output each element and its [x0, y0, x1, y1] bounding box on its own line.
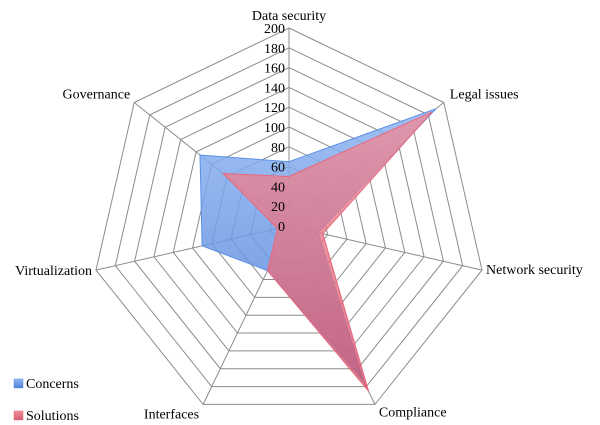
tick-label: 180: [264, 42, 285, 57]
category-label: Governance: [63, 88, 131, 103]
tick-label: 80: [271, 141, 285, 156]
category-label: Network security: [486, 263, 583, 278]
grid-ring: [153, 86, 425, 352]
grid-ring: [172, 106, 406, 334]
tick-label: 60: [271, 161, 285, 176]
grid-ring: [95, 27, 483, 405]
grid-ring: [134, 67, 444, 370]
category-label: Interfaces: [144, 407, 199, 422]
legend-label-solutions: Solutions: [26, 409, 79, 424]
legend-swatch-concerns: [13, 378, 24, 389]
grid-ring: [114, 47, 464, 388]
tick-label: 0: [278, 220, 285, 235]
tick-label: 160: [264, 62, 285, 77]
tick-label: 120: [264, 101, 285, 116]
radar-tick-labels: 0 20 40 60 80 100 120 140 160 180 200: [264, 22, 285, 235]
category-label: Data security: [252, 9, 326, 24]
category-label: Compliance: [379, 405, 447, 420]
tick-label: 20: [271, 200, 285, 215]
radar-series: [199, 108, 437, 392]
chart-legend: Concerns Solutions: [13, 377, 79, 424]
tick-label: 140: [264, 81, 285, 96]
legend-swatch-solutions: [13, 410, 24, 421]
category-label: Legal issues: [450, 88, 519, 103]
legend-label-concerns: Concerns: [26, 377, 79, 392]
category-label: Virtualization: [15, 264, 92, 279]
series-area-solutions: [221, 111, 433, 392]
tick-label: 40: [271, 180, 285, 195]
tick-label: 100: [264, 121, 285, 136]
radar-category-labels: Data security Legal issues Network securit…: [15, 9, 583, 422]
tick-label: 200: [264, 22, 285, 37]
